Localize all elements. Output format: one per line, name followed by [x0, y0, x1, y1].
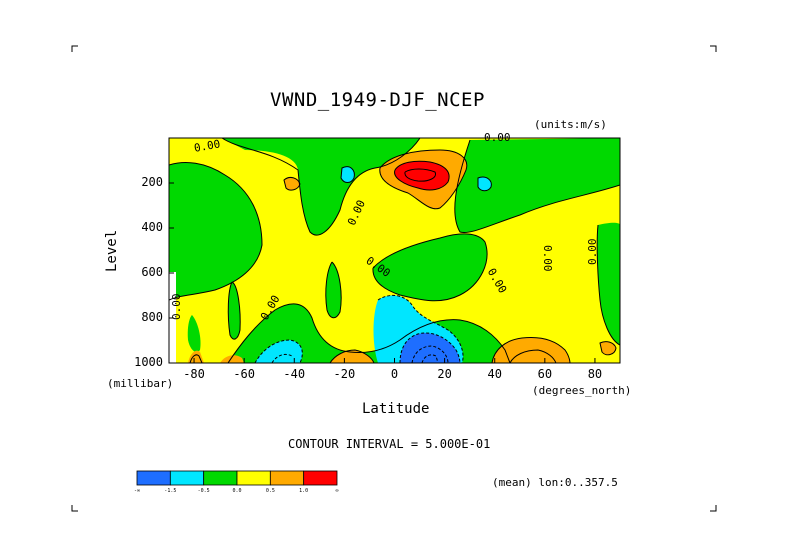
y-units-label: (millibar) — [107, 377, 174, 390]
fill-green-south-polar — [169, 162, 262, 300]
y-tick-label: 1000 — [134, 355, 163, 369]
contour-interval-text: CONTOUR INTERVAL = 5.000E-01 — [288, 437, 491, 451]
colorbar-swatch — [169, 470, 205, 486]
colorbar-label: ∞ — [335, 488, 339, 494]
corner-marks — [71, 45, 717, 512]
x-tick-label: -60 — [233, 367, 255, 381]
fill-cyan-south — [255, 340, 303, 363]
fill-green-upper-mid — [222, 138, 420, 236]
contour-lines — [169, 138, 620, 363]
x-tick-label: 20 — [437, 367, 452, 381]
colorbar-swatch — [236, 470, 271, 486]
fill-orange-lower-mid — [330, 350, 374, 363]
colorbar-label: -1.5 — [164, 488, 177, 494]
fill-blue-equator — [400, 332, 460, 363]
x-tick-label: -20 — [333, 367, 356, 381]
fill-green-upper-right — [454, 138, 620, 233]
fill-green-mid-band — [372, 233, 488, 301]
x-tick-label: 80 — [587, 367, 603, 381]
colorbar — [136, 470, 338, 486]
x-tick-label: -40 — [283, 367, 306, 381]
contour-label: 0.00 — [586, 238, 599, 266]
y-tick-label: 200 — [141, 175, 163, 189]
fill-green-sliver-c — [187, 315, 201, 352]
contour-label: 0.00 — [170, 293, 183, 321]
contour-lines-negative — [254, 294, 464, 363]
y-tick-label: 400 — [141, 220, 163, 234]
colorbar-swatch — [303, 470, 338, 486]
contour-label: 0.00 — [541, 245, 554, 272]
fill-orange-south-corner — [188, 350, 204, 363]
contour-fill — [169, 138, 620, 363]
fill-green-sliver-a — [228, 282, 241, 340]
x-tick-label: 0 — [390, 367, 399, 381]
fill-orange-lower-left — [220, 355, 244, 363]
x-tick-label: 40 — [487, 367, 502, 381]
x-axis-label: Latitude — [362, 401, 430, 417]
colorbar-label: -∞ — [133, 488, 141, 494]
fill-orange-small-blob — [284, 177, 300, 191]
contour-label: 0.00 — [484, 131, 511, 144]
colorbar-label: 1.0 — [299, 488, 309, 494]
colorbar-label: -0.5 — [197, 488, 210, 494]
y-tick-label: 800 — [141, 310, 163, 324]
y-tick-marks — [169, 182, 174, 364]
fill-cyan-blob-b — [478, 177, 492, 191]
units-label: (units:m/s) — [534, 118, 607, 131]
x-tick-label: -80 — [183, 367, 205, 381]
colorbar-swatch — [269, 470, 305, 486]
fill-green-sliver-b — [325, 262, 342, 318]
y-axis-label: Level — [104, 229, 120, 272]
colorbar-swatch — [136, 470, 171, 486]
y-tick-label: 600 — [141, 265, 163, 279]
x-tick-marks — [193, 358, 596, 363]
fill-red-jet-core — [394, 161, 450, 190]
x-units-label: (degrees_north) — [532, 384, 632, 397]
mean-text: (mean) lon:0..357.5 — [492, 476, 618, 489]
colorbar-label: 0.5 — [265, 488, 275, 494]
fill-cyan-blob-a — [341, 166, 355, 183]
colorbar-label: 0.0 — [232, 488, 242, 494]
colorbar-swatch — [203, 470, 238, 486]
chart-title: VWND_1949-DJF_NCEP — [270, 89, 485, 111]
fill-orange-edge — [600, 341, 616, 355]
x-tick-label: 60 — [537, 367, 553, 381]
